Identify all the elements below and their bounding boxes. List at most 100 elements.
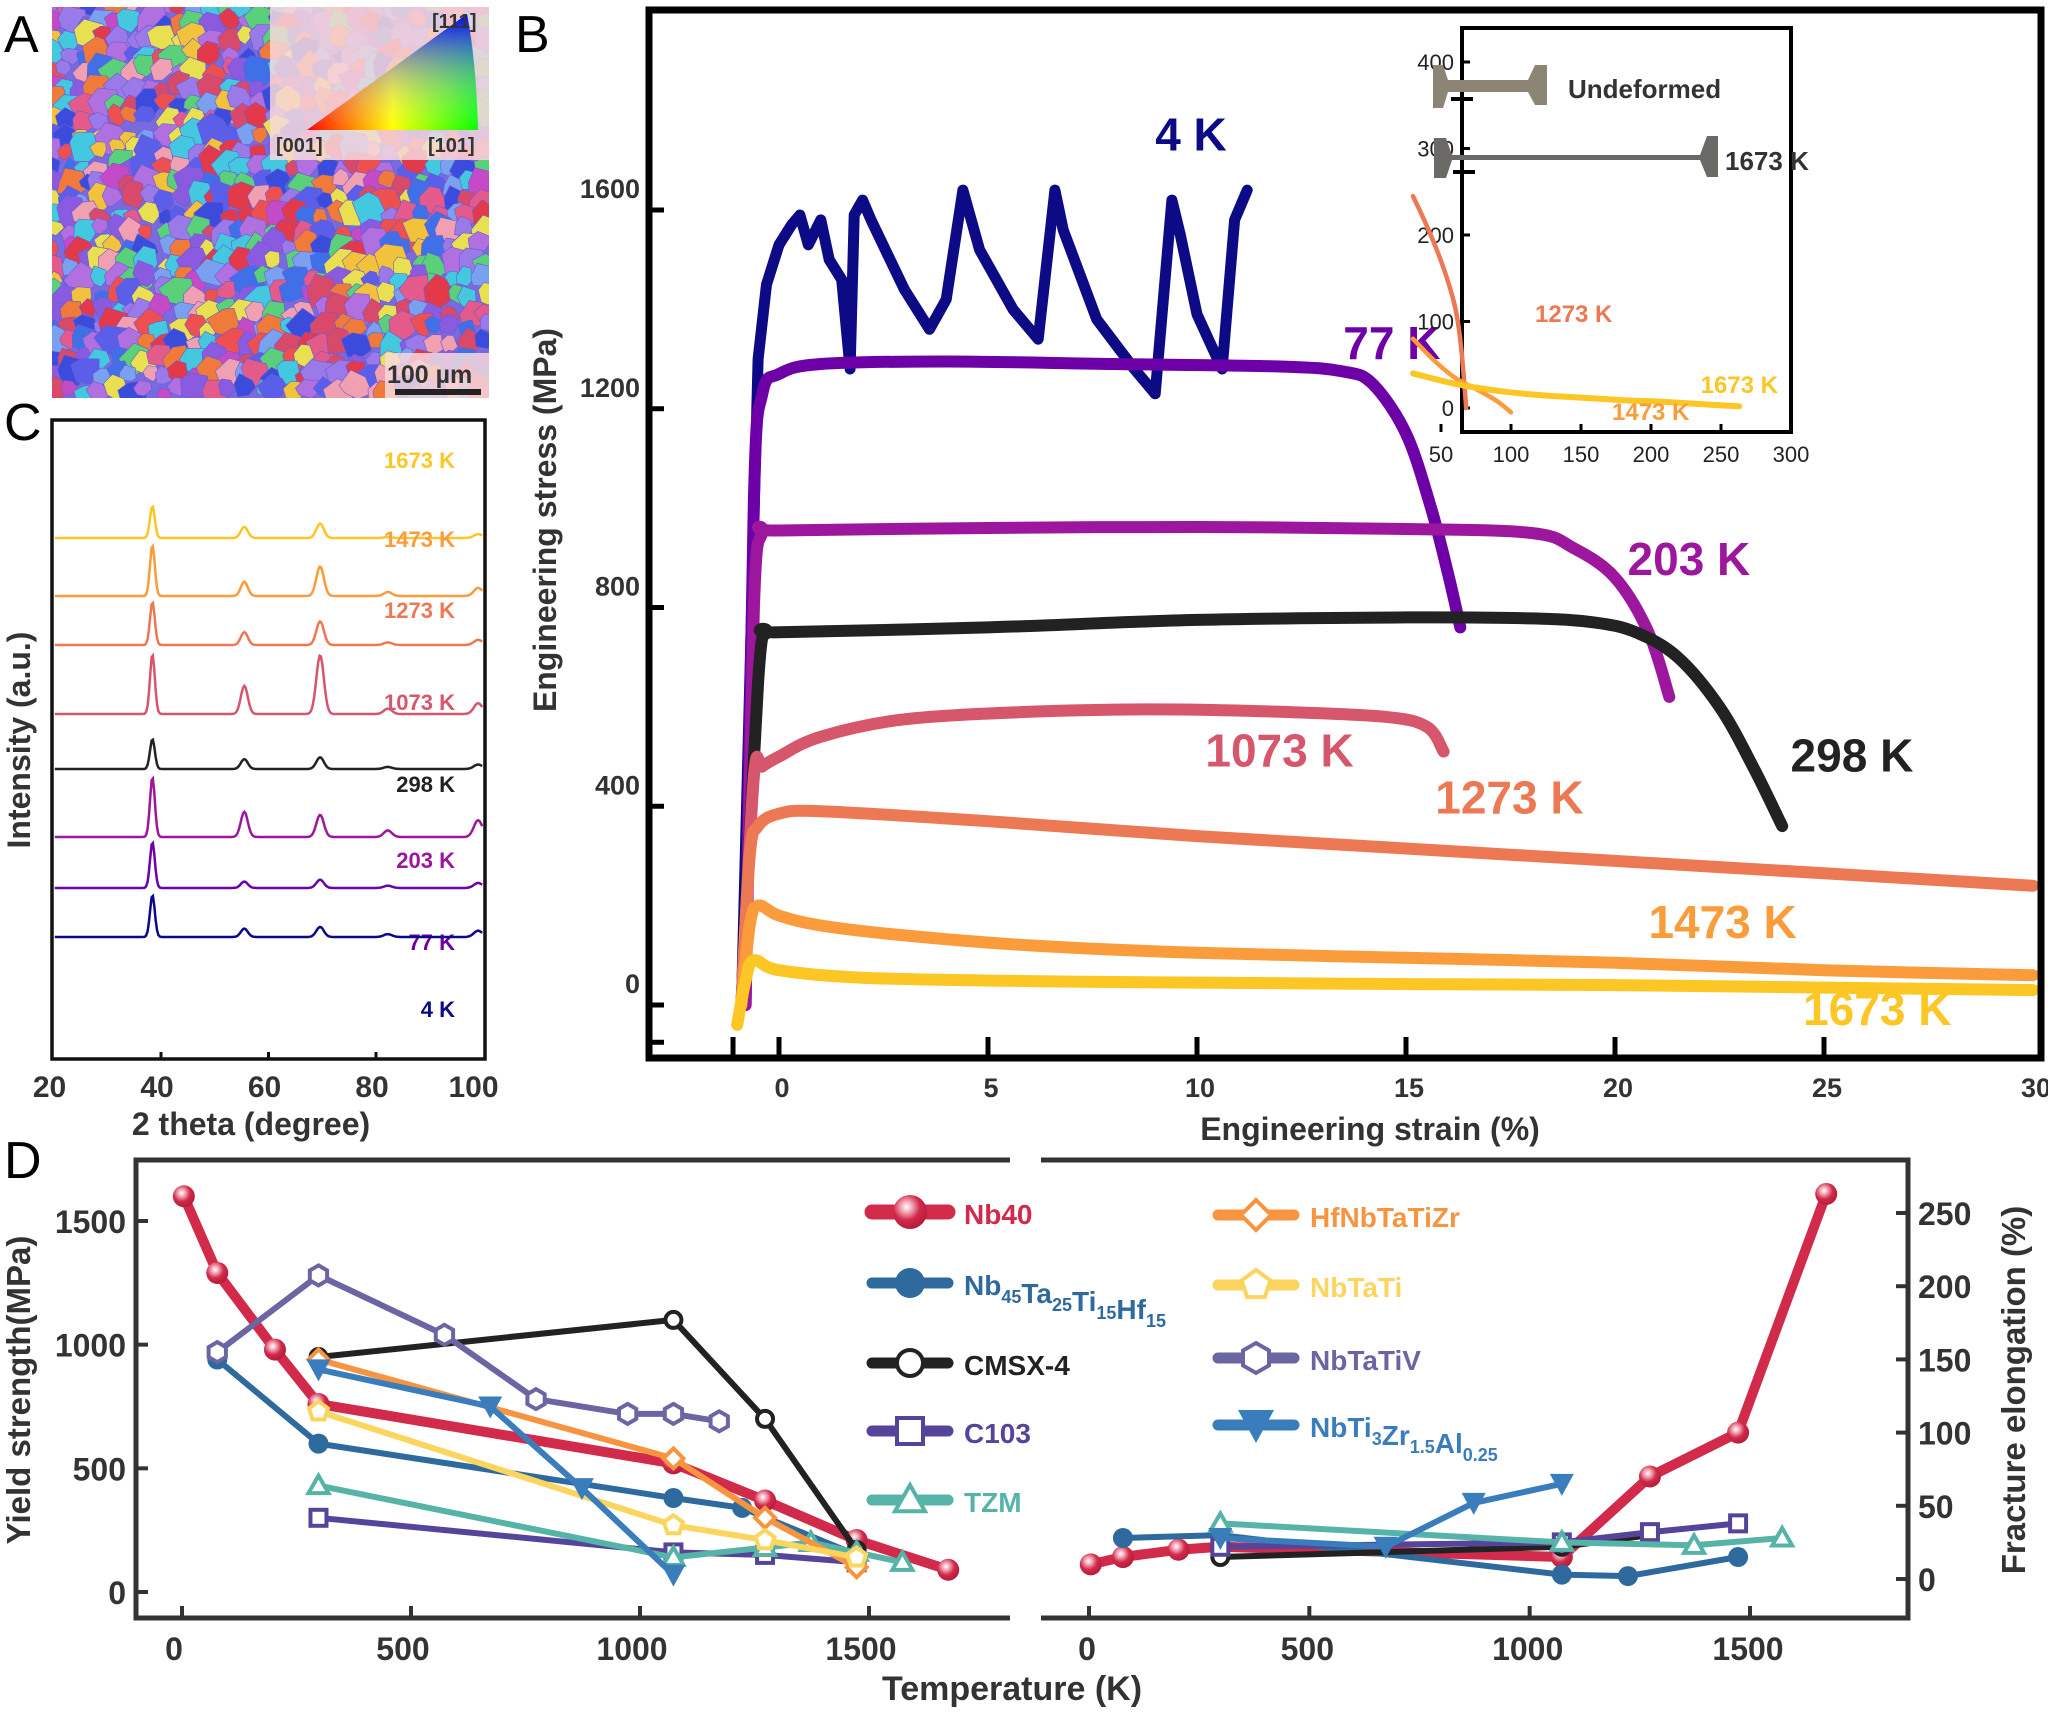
legend-text: NbTaTiV	[1310, 1345, 1421, 1376]
marker-open-pentagon	[844, 1544, 869, 1568]
series-nbti3zr15al025	[306, 1359, 686, 1587]
series-line	[317, 1366, 676, 1577]
marker-open-circle	[755, 1408, 776, 1429]
y-tick-label: 800	[595, 572, 640, 602]
legend-item: NbTi3Zr1.5Al0.25	[1212, 1410, 1498, 1465]
grain	[60, 380, 78, 396]
legend-label: HfNbTaTiZr	[1310, 1202, 1460, 1233]
curve-203k	[739, 520, 1676, 1011]
marker-filled-down-triangle	[1208, 1528, 1233, 1551]
y-tick-label: 1500	[55, 1204, 126, 1240]
xrd-label: 1073 K	[384, 690, 455, 715]
marker-filled-down-triangle	[478, 1396, 503, 1419]
legend-subscript: 0.25	[1463, 1445, 1498, 1465]
marker-sphere	[1815, 1182, 1838, 1205]
legend-item: CMSX-4	[866, 1348, 1070, 1381]
marker-filled-circle	[895, 1268, 925, 1298]
marker-filled-circle	[308, 1433, 329, 1454]
legend-subscript: 1.5	[1410, 1437, 1435, 1457]
xrd-pattern-298k	[54, 737, 483, 771]
x-tick-label: 1000	[596, 1631, 667, 1667]
y-tick-label: 400	[595, 770, 640, 800]
series-line	[317, 1408, 858, 1561]
grain	[148, 292, 173, 317]
grain	[52, 375, 67, 398]
curve-77k	[739, 355, 1467, 1011]
legend-label: C103	[964, 1418, 1031, 1449]
marker-open-triangle	[1768, 1523, 1796, 1548]
grain	[101, 185, 124, 207]
marker-sphere	[754, 1489, 777, 1512]
x-tick-label: 500	[376, 1631, 429, 1667]
legend-item: TZM	[866, 1480, 1022, 1518]
marker-open-pentagon	[306, 1398, 331, 1422]
marker-filled-down-triangle	[661, 1564, 686, 1587]
x-tick-label-right: 0	[1078, 1631, 1096, 1667]
curve-label: 4 K	[1155, 108, 1227, 160]
marker-open-triangle	[1680, 1531, 1708, 1555]
legend-subscript: 15	[1146, 1311, 1166, 1331]
x-tick-label: 5	[983, 1073, 998, 1103]
x-tick-label: 80	[355, 1071, 388, 1104]
marker-sphere	[1079, 1553, 1102, 1576]
marker-filled-down-triangle	[306, 1359, 331, 1382]
y-tick-label: 1000	[55, 1328, 126, 1364]
marker-open-square	[895, 1416, 925, 1446]
legend-item: HfNbTaTiZr	[1212, 1197, 1460, 1233]
grain	[474, 328, 489, 349]
y-tick-label-right: 100	[1918, 1416, 1971, 1452]
panel-letter-d: D	[4, 1132, 42, 1190]
curve-1073k	[735, 703, 1450, 1011]
curve-label: 77 K	[1343, 317, 1440, 369]
inset-curve-label: 1673 K	[1701, 372, 1779, 399]
marker-open-hexagon	[1241, 1340, 1271, 1376]
curve-label: 298 K	[1791, 729, 1914, 781]
x-axis-title: Engineering strain (%)	[1200, 1111, 1540, 1147]
grain	[118, 364, 137, 382]
legend-label: NbTaTiV	[1310, 1345, 1421, 1376]
grain	[137, 201, 161, 225]
panel-letter-c: C	[4, 394, 42, 452]
legend-text: Ta	[1021, 1278, 1052, 1309]
grain	[133, 379, 153, 397]
marker-sphere	[893, 1195, 927, 1229]
y-tick-label: 500	[73, 1451, 126, 1487]
xrd-pattern-1073k	[54, 652, 484, 716]
ipf-key: [111] [001] [101]	[270, 7, 489, 160]
xrd-pattern-77k	[54, 840, 483, 890]
x-tick-label: 60	[248, 1071, 281, 1104]
marker-filled-circle	[1728, 1547, 1749, 1568]
x-tick-label: 40	[140, 1071, 173, 1104]
xrd-label: 1673 K	[384, 448, 455, 473]
x-tick-label: 20	[1603, 1073, 1633, 1103]
grain	[85, 381, 110, 398]
curve-label: 1073 K	[1205, 725, 1353, 777]
inset-x-tick-label: 150	[1563, 442, 1600, 467]
legend-text: Hf	[1116, 1294, 1146, 1325]
xrd-label: 1473 K	[384, 527, 455, 552]
specimen-photo-undeformed	[1433, 65, 1547, 108]
panel-letter-b: B	[515, 6, 550, 64]
specimen-photo-1673k	[1434, 136, 1718, 178]
x-tick-label: 100	[448, 1071, 498, 1104]
grain	[477, 282, 489, 306]
marker-filled-circle	[1617, 1566, 1638, 1587]
y-tick-label-right: 200	[1918, 1269, 1971, 1305]
marker-open-triangle	[305, 1471, 332, 1496]
legend-item: Nb40	[864, 1195, 1032, 1230]
x-tick-label: 30	[2021, 1073, 2048, 1103]
series-tzm	[1206, 1509, 1796, 1555]
y-tick-label: 0	[108, 1575, 126, 1611]
series-nbtativ	[206, 1263, 730, 1434]
specimen-scale-bar	[1453, 170, 1475, 174]
curve-4k	[735, 184, 1253, 1011]
inset-x-tick-label: 100	[1493, 442, 1530, 467]
marker-open-square	[1639, 1522, 1660, 1543]
legend-subscript: 15	[1096, 1303, 1116, 1323]
inset-frame	[1460, 26, 1793, 434]
curve-label: 1473 K	[1648, 896, 1796, 948]
legend-text: TZM	[964, 1487, 1022, 1518]
x-tick-label: 20	[33, 1071, 66, 1104]
marker-open-circle	[663, 1309, 684, 1330]
grain	[89, 265, 108, 288]
